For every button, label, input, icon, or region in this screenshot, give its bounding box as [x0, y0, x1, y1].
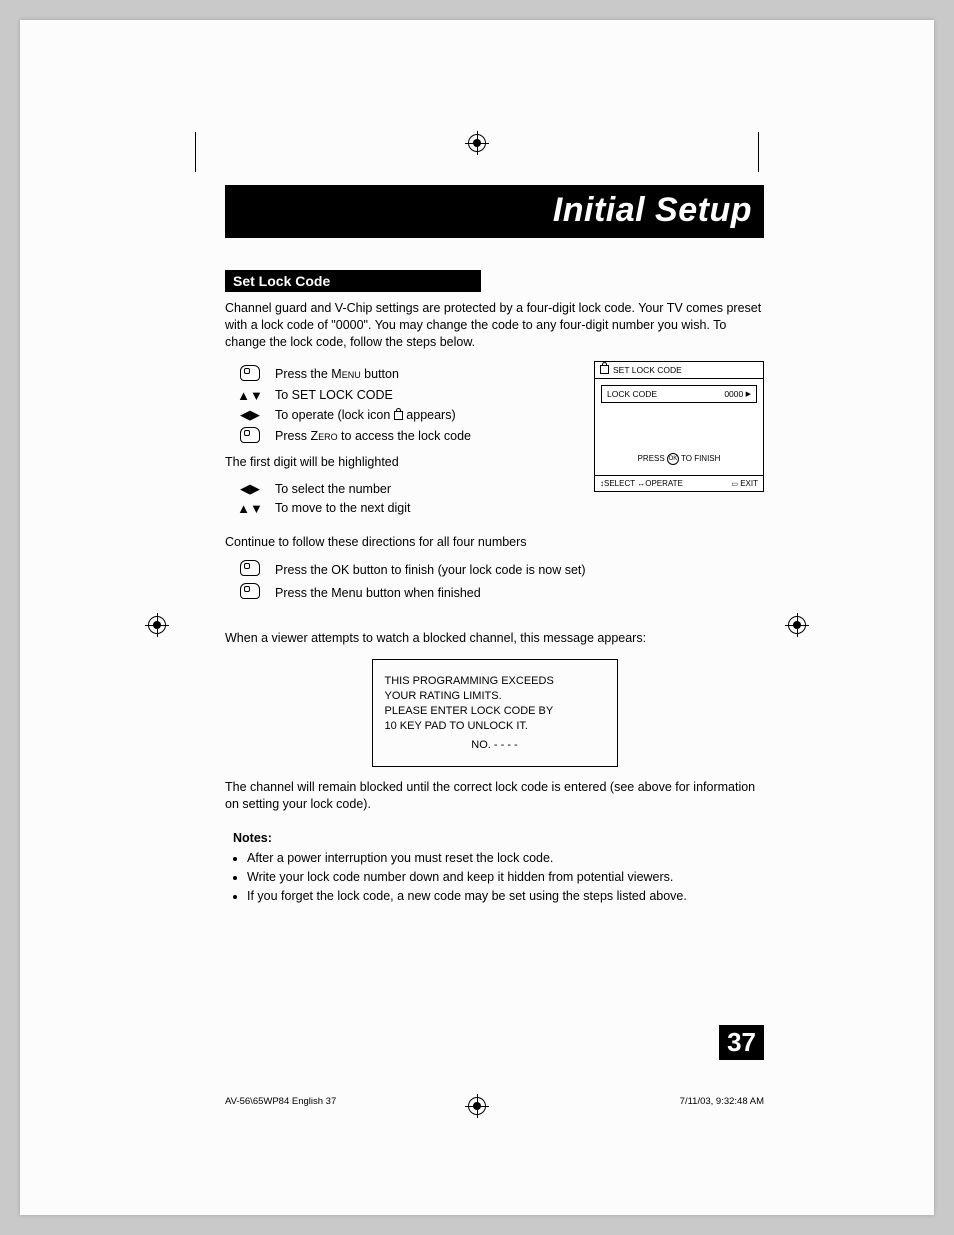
- page-number: 37: [719, 1025, 764, 1060]
- mid-text: The first digit will be highlighted: [225, 454, 574, 471]
- step-text: Press the Menu button when finished: [275, 586, 481, 600]
- left-right-icon: ◀▶: [225, 481, 275, 497]
- blocked-intro: When a viewer attempts to watch a blocke…: [225, 630, 764, 647]
- step-text: To SET LOCK CODE: [275, 388, 393, 402]
- registration-mark: [468, 1097, 486, 1115]
- press-icon: [225, 427, 275, 446]
- step-text: To move to the next digit: [275, 501, 411, 515]
- up-down-icon: ▲▼: [225, 501, 275, 516]
- notes-list: After a power interruption you must rese…: [233, 851, 764, 903]
- step-row: Press the Menu button when finished: [225, 583, 764, 602]
- osd-preview: SET LOCK CODE LOCK CODE 0000 ▶ PRESS OK …: [594, 361, 764, 520]
- press-icon: [225, 365, 275, 384]
- step-text: To operate (lock icon appears): [275, 408, 456, 422]
- osd-header: SET LOCK CODE: [595, 362, 763, 379]
- registration-mark: [788, 616, 806, 634]
- note-item: After a power interruption you must rese…: [247, 851, 764, 865]
- up-down-icon: ▲▼: [225, 388, 275, 403]
- step-row: ▲▼ To move to the next digit: [225, 501, 574, 516]
- instructions-column: Press the Menu button ▲▼ To SET LOCK COD…: [225, 361, 574, 520]
- left-right-icon: ◀▶: [225, 407, 275, 423]
- ok-icon: OK: [667, 453, 679, 465]
- step-row: ◀▶ To operate (lock icon appears): [225, 407, 574, 423]
- intro-text: Channel guard and V-Chip settings are pr…: [225, 300, 764, 351]
- triangle-icon: ▶: [746, 391, 751, 398]
- lock-icon: [600, 365, 609, 374]
- step-row: Press the OK button to finish (your lock…: [225, 560, 764, 579]
- mid-text: Continue to follow these directions for …: [225, 534, 764, 551]
- step-text: To select the number: [275, 482, 391, 496]
- registration-mark: [468, 134, 486, 152]
- note-item: Write your lock code number down and kee…: [247, 870, 764, 884]
- crop-mark: [758, 132, 779, 172]
- step-row: ▲▼ To SET LOCK CODE: [225, 388, 574, 403]
- press-icon: [225, 560, 275, 579]
- step-text: Press the Menu button: [275, 367, 399, 381]
- manual-page: Initial Setup Set Lock Code Channel guar…: [20, 20, 934, 1215]
- lock-icon: [394, 411, 403, 420]
- press-icon: [225, 583, 275, 602]
- step-text: Press the OK button to finish (your lock…: [275, 563, 586, 577]
- osd-footer: ↕SELECT ↔OPERATE ▭ EXIT: [595, 475, 763, 491]
- footer-doc-id: AV-56\65WP84 English 37: [225, 1096, 336, 1107]
- step-row: ◀▶ To select the number: [225, 481, 574, 497]
- page-title: Initial Setup: [225, 185, 764, 238]
- note-item: If you forget the lock code, a new code …: [247, 889, 764, 903]
- notes-heading: Notes:: [233, 831, 764, 845]
- osd-lock-code-row: LOCK CODE 0000 ▶: [601, 385, 757, 403]
- step-row: Press Zero to access the lock code: [225, 427, 574, 446]
- registration-mark: [148, 616, 166, 634]
- footer-timestamp: 7/11/03, 9:32:48 AM: [680, 1096, 764, 1107]
- content-area: Initial Setup Set Lock Code Channel guar…: [225, 185, 764, 908]
- step-row: Press the Menu button: [225, 365, 574, 384]
- osd-press-text: PRESS OK TO FINISH: [601, 453, 757, 465]
- blocked-message-box: THIS PROGRAMMING EXCEEDS YOUR RATING LIM…: [372, 659, 618, 767]
- crop-mark: [175, 132, 196, 172]
- step-text: Press Zero to access the lock code: [275, 429, 471, 443]
- section-heading: Set Lock Code: [225, 270, 481, 292]
- after-message-text: The channel will remain blocked until th…: [225, 779, 764, 813]
